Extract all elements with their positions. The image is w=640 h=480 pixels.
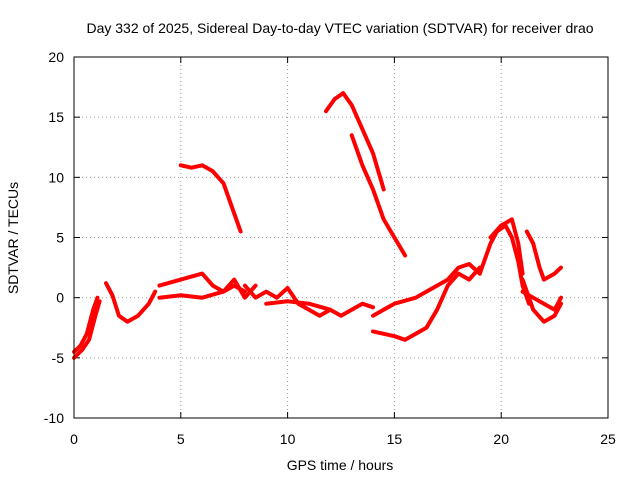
series-arc-5-8h-high [178, 163, 243, 234]
y-tick-label: 10 [48, 169, 64, 185]
chart-title: Day 332 of 2025, Sidereal Day-to-day VTE… [86, 20, 593, 36]
series-arc-8-12h [242, 283, 333, 318]
y-tick-label: 0 [56, 290, 64, 306]
x-axis-label: GPS time / hours [287, 457, 394, 473]
y-tick-label: 5 [56, 230, 64, 246]
series-arc-1-4h [104, 281, 158, 324]
y-tick-label: -10 [44, 410, 64, 426]
series-arc-15-19h [371, 262, 482, 318]
y-tick-label: -5 [52, 350, 65, 366]
series-arc-9-14h [264, 299, 375, 318]
y-axis-label: SDTVAR / TECUs [5, 182, 21, 294]
plot-frame [73, 56, 609, 419]
x-tick-labels: 0 5 10 15 20 25 [70, 431, 616, 447]
y-tick-label: 20 [48, 49, 64, 65]
series-arc-early-a [72, 295, 100, 354]
y-tick-label: 15 [48, 109, 64, 125]
x-tick-label: 25 [600, 431, 616, 447]
x-tick-label: 0 [70, 431, 78, 447]
x-tick-label: 15 [387, 431, 403, 447]
series-arc-12-14h-high [324, 91, 386, 192]
x-tick-label: 20 [493, 431, 509, 447]
series-arc-13-15h-high [349, 133, 408, 258]
series-arc-14-19h [371, 265, 482, 342]
series-arc-early-b [72, 299, 102, 360]
series-arc-21-23h-c [520, 289, 563, 312]
series-arc-21-23h-a [520, 277, 563, 324]
series-arc-4-9h-a [157, 271, 247, 294]
x-tick-label: 5 [177, 431, 185, 447]
series-arc-21-23h-b [524, 229, 563, 282]
y-tick-labels: -10 -5 0 5 10 15 20 [44, 49, 64, 426]
grid-layer [73, 56, 609, 419]
series-arc-20-21h-peak [488, 217, 525, 276]
x-tick-label: 10 [280, 431, 296, 447]
series-layer [72, 91, 563, 360]
series-arc-4-9h-b [157, 277, 258, 300]
